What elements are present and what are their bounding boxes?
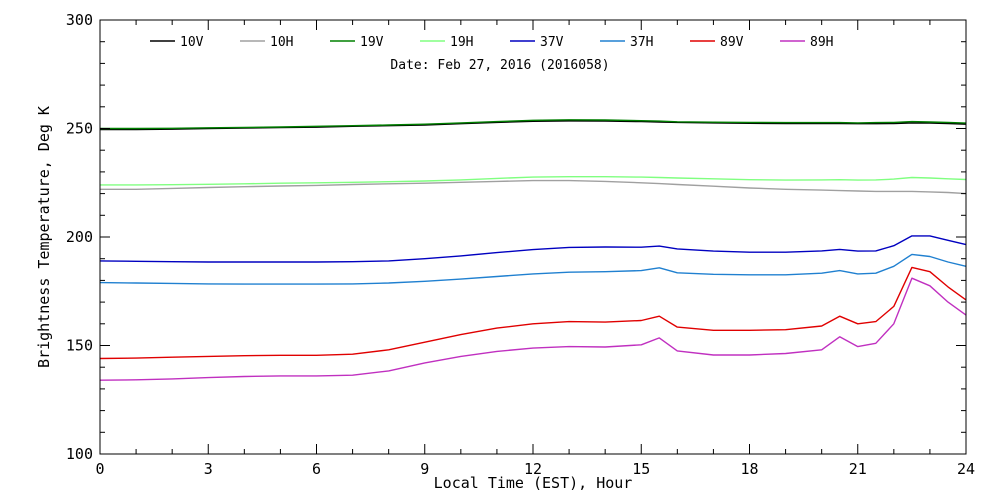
legend-label-19v: 19V — [360, 35, 384, 50]
x-tick-label: 6 — [312, 460, 321, 478]
legend: 10V 10H 19V 19H 37V 37H 89V 89H — [150, 35, 833, 50]
axis-tick-labels: 0 3 6 9 12 15 18 21 24 100 150 200 250 300 — [66, 11, 975, 478]
y-tick-label: 100 — [66, 445, 93, 463]
x-tick-label: 9 — [420, 460, 429, 478]
x-tick-label: 24 — [957, 460, 975, 478]
series-line-89h — [99, 277, 967, 381]
x-tick-label: 15 — [632, 460, 650, 478]
plot-lines — [99, 119, 967, 381]
x-axis-label: Local Time (EST), Hour — [434, 474, 633, 492]
series-line-19v — [100, 119, 967, 130]
series-line-37h — [99, 253, 967, 285]
y-tick-label: 150 — [66, 337, 93, 355]
legend-label-10h: 10H — [270, 35, 293, 50]
y-tick-label: 250 — [66, 120, 93, 138]
y-tick-label: 300 — [66, 11, 93, 29]
legend-label-19h: 19H — [450, 35, 473, 50]
x-tick-label: 12 — [524, 460, 542, 478]
series-line-89v — [99, 266, 967, 360]
legend-label-37h: 37H — [630, 35, 653, 50]
legend-label-89v: 89V — [720, 35, 744, 50]
date-annotation: Date: Feb 27, 2016 (2016058) — [390, 58, 609, 73]
y-axis-label: Brightness Temperature, Deg K — [35, 106, 53, 368]
series-line-37v — [99, 235, 967, 263]
legend-label-10v: 10V — [180, 35, 204, 50]
y-tick-label: 200 — [66, 228, 93, 246]
x-tick-label: 3 — [204, 460, 213, 478]
legend-label-37v: 37V — [540, 35, 564, 50]
axis-ticks — [99, 19, 967, 455]
series-line-10h — [100, 179, 967, 195]
x-tick-label: 21 — [849, 460, 867, 478]
x-tick-label: 18 — [740, 460, 758, 478]
series-line-19h — [100, 175, 967, 186]
x-tick-label: 0 — [95, 460, 104, 478]
legend-label-89h: 89H — [810, 35, 833, 50]
